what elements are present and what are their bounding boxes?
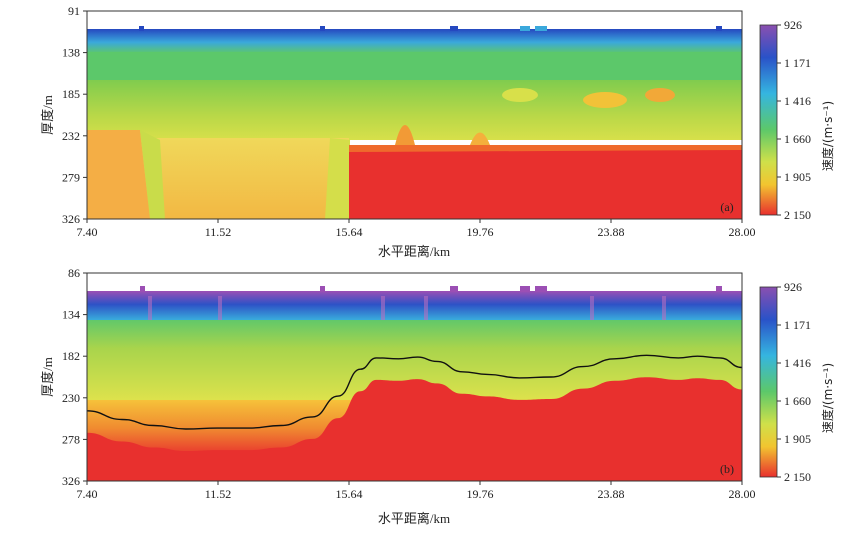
x-tick-label: 7.40 — [77, 487, 98, 501]
colorbar-tick-label: 2 150 — [784, 470, 811, 484]
x-tick-label: 23.88 — [598, 487, 625, 501]
y-tick-label: 279 — [62, 170, 80, 184]
panel-label-a: (a) — [720, 200, 733, 214]
colorbar-tick-label: 1 416 — [784, 356, 811, 370]
y-tick-label: 326 — [62, 212, 80, 226]
colorbar-tick-label: 1 905 — [784, 432, 811, 446]
x-tick-label: 15.64 — [336, 487, 363, 501]
x-tick-label: 19.76 — [467, 487, 494, 501]
y-tick-label: 86 — [68, 266, 80, 280]
panel-label-b: (b) — [720, 462, 734, 476]
colorbar-tick-label: 926 — [784, 280, 802, 294]
x-axis-title-b: 水平距离/km — [378, 511, 450, 526]
y-tick-label: 134 — [62, 308, 80, 322]
y-axis-title-b: 厚度/m — [40, 357, 55, 397]
axis-ticks: 7.40 11.52 15.64 19.76 23.88 28.00 91 138 185 232… — [62, 4, 811, 501]
y-tick-label: 138 — [62, 46, 80, 60]
y-tick-label: 326 — [62, 474, 80, 488]
y-tick-label: 182 — [62, 349, 80, 363]
x-tick-label: 28.00 — [729, 487, 756, 501]
x-tick-label: 11.52 — [205, 225, 232, 239]
y-tick-label: 91 — [68, 4, 80, 18]
y-tick-label: 232 — [62, 129, 80, 143]
colorbar-tick-label: 2 150 — [784, 208, 811, 222]
x-tick-label: 7.40 — [77, 225, 98, 239]
y-tick-label: 185 — [62, 87, 80, 101]
colorbar-a — [759, 24, 778, 216]
velocity-field-b — [87, 273, 742, 481]
colorbar-tick-label: 1 171 — [784, 56, 811, 70]
x-tick-label: 23.88 — [598, 225, 625, 239]
y-tick-label: 278 — [62, 432, 80, 446]
colorbar-tick-label: 1 660 — [784, 132, 811, 146]
interface-line — [86, 354, 743, 430]
colorbar-b — [759, 286, 778, 478]
colorbar-title-a: 速度/(m·s⁻¹) — [820, 101, 835, 171]
colorbar-tick-label: 1 905 — [784, 170, 811, 184]
colorbar-tick-label: 926 — [784, 18, 802, 32]
colorbar-tick-label: 1 171 — [784, 318, 811, 332]
colorbar-title-b: 速度/(m·s⁻¹) — [820, 363, 835, 433]
plot-frame-b — [86, 272, 743, 482]
velocity-field-a — [87, 11, 742, 219]
colorbar-tick-label: 1 660 — [784, 394, 811, 408]
y-tick-label: 230 — [62, 391, 80, 405]
plot-frame-a — [86, 10, 743, 220]
x-tick-label: 15.64 — [336, 225, 363, 239]
x-tick-label: 19.76 — [467, 225, 494, 239]
x-tick-label: 28.00 — [729, 225, 756, 239]
x-tick-label: 11.52 — [205, 487, 232, 501]
colorbar-tick-label: 1 416 — [784, 94, 811, 108]
x-axis-title-a: 水平距离/km — [378, 244, 450, 259]
y-axis-title-a: 厚度/m — [40, 95, 55, 135]
